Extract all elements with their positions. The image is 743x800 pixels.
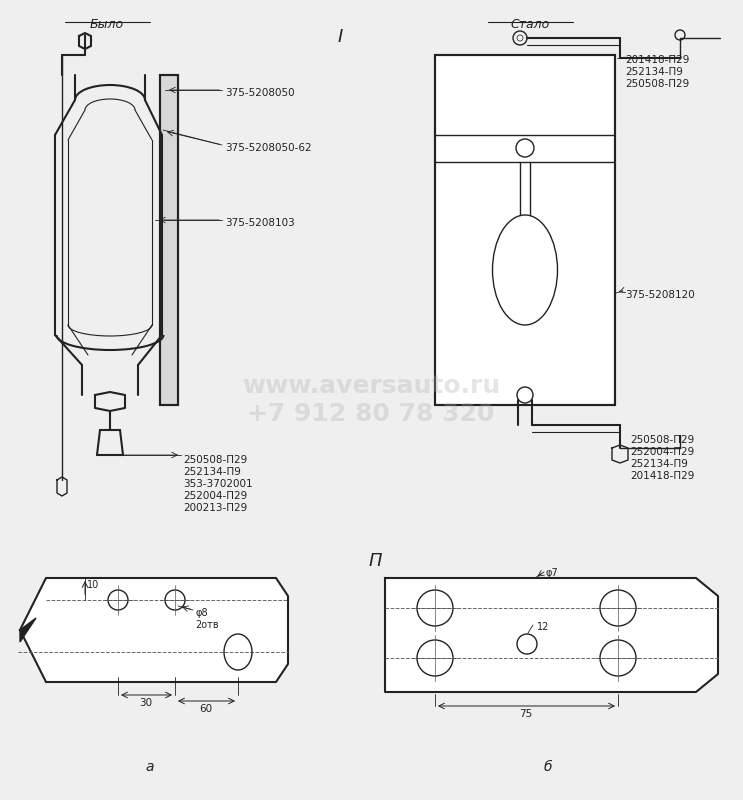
Polygon shape — [20, 578, 288, 682]
Text: 252134-П9: 252134-П9 — [625, 67, 683, 77]
Text: Было: Было — [90, 18, 124, 31]
Text: 60: 60 — [199, 704, 212, 714]
Text: Стало: Стало — [510, 18, 550, 31]
Text: 200213-П29: 200213-П29 — [183, 503, 247, 513]
Text: 375-5208120: 375-5208120 — [625, 290, 695, 300]
Bar — [435, 55, 615, 405]
Text: www.aversauto.ru
+7 912 80 78 320: www.aversauto.ru +7 912 80 78 320 — [242, 374, 500, 426]
Polygon shape — [20, 618, 36, 642]
Text: 252004-П29: 252004-П29 — [630, 447, 694, 457]
Text: φ8
2отв: φ8 2отв — [195, 608, 218, 630]
Text: 201418-П29: 201418-П29 — [630, 471, 695, 481]
Bar — [435, 55, 615, 405]
Text: 375-5208050: 375-5208050 — [225, 88, 295, 98]
Text: 250508-П29: 250508-П29 — [183, 455, 247, 465]
Text: б: б — [544, 760, 552, 774]
Text: 353-3702001: 353-3702001 — [183, 479, 253, 489]
Text: 30: 30 — [140, 698, 152, 708]
Text: 250508-П29: 250508-П29 — [625, 79, 690, 89]
Text: 10: 10 — [87, 580, 100, 590]
Text: 252004-П29: 252004-П29 — [183, 491, 247, 501]
Text: 375-5208103: 375-5208103 — [225, 218, 295, 228]
Text: 12: 12 — [537, 622, 549, 632]
Text: а: а — [146, 760, 155, 774]
Text: φ7: φ7 — [545, 568, 558, 578]
Text: 250508-П29: 250508-П29 — [630, 435, 694, 445]
Text: 75: 75 — [519, 709, 533, 719]
Bar — [160, 75, 178, 405]
Text: I: I — [337, 28, 343, 46]
Text: 252134-П9: 252134-П9 — [630, 459, 688, 469]
Text: П: П — [369, 552, 382, 570]
Text: 252134-П9: 252134-П9 — [183, 467, 241, 477]
Text: 375-5208050-62: 375-5208050-62 — [225, 143, 311, 153]
Bar — [160, 75, 178, 405]
Polygon shape — [385, 578, 718, 692]
Text: 201418-П29: 201418-П29 — [625, 55, 690, 65]
